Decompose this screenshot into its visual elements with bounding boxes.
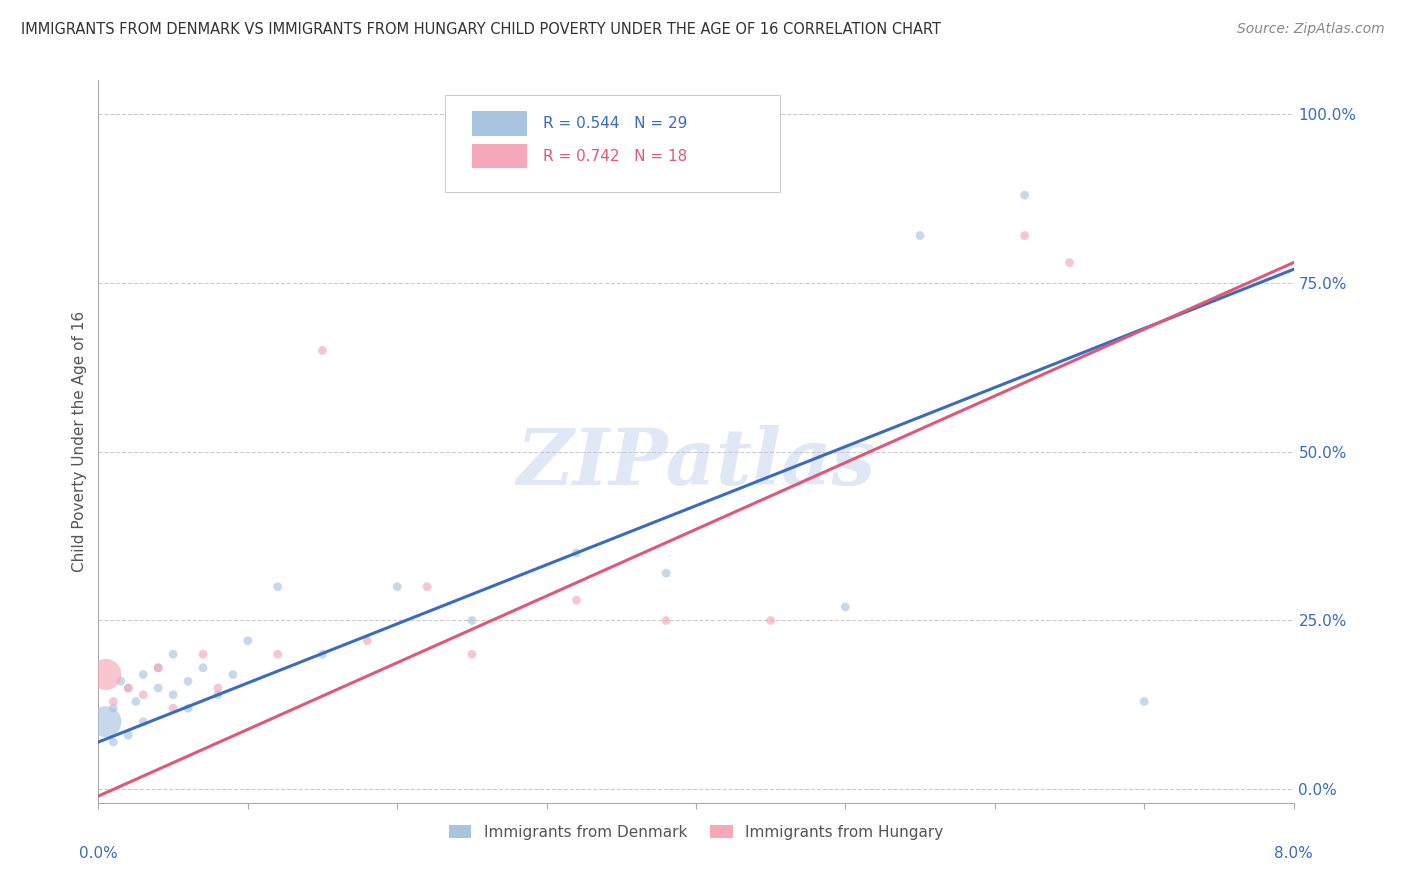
Point — [177, 674, 200, 689]
Point — [385, 580, 409, 594]
Point — [117, 681, 139, 695]
Legend: Immigrants from Denmark, Immigrants from Hungary: Immigrants from Denmark, Immigrants from… — [443, 819, 949, 846]
Point — [207, 681, 229, 695]
Point — [207, 688, 229, 702]
Point — [132, 688, 155, 702]
Point — [94, 667, 117, 681]
Point — [191, 661, 214, 675]
Point — [110, 674, 132, 689]
Point — [148, 661, 170, 675]
Point — [565, 593, 588, 607]
Point — [177, 701, 200, 715]
FancyBboxPatch shape — [446, 95, 780, 193]
Point — [162, 701, 184, 715]
Point — [162, 647, 184, 661]
Point — [148, 681, 170, 695]
Point — [565, 546, 588, 560]
Point — [267, 580, 290, 594]
Text: 0.0%: 0.0% — [79, 847, 118, 861]
Point — [94, 714, 117, 729]
Text: Source: ZipAtlas.com: Source: ZipAtlas.com — [1237, 22, 1385, 37]
Point — [311, 647, 333, 661]
Point — [103, 735, 125, 749]
Point — [416, 580, 439, 594]
Point — [117, 681, 139, 695]
Point — [267, 647, 290, 661]
Text: ZIPatlas: ZIPatlas — [516, 425, 876, 501]
Point — [1014, 188, 1036, 202]
Point — [103, 694, 125, 708]
Text: R = 0.742   N = 18: R = 0.742 N = 18 — [543, 149, 688, 163]
Point — [191, 647, 214, 661]
Point — [162, 688, 184, 702]
Point — [132, 667, 155, 681]
Point — [148, 661, 170, 675]
Text: 8.0%: 8.0% — [1274, 847, 1313, 861]
Point — [222, 667, 245, 681]
Point — [236, 633, 259, 648]
Point — [1014, 228, 1036, 243]
Point — [1059, 255, 1081, 269]
Y-axis label: Child Poverty Under the Age of 16: Child Poverty Under the Age of 16 — [72, 311, 87, 572]
Point — [655, 566, 678, 581]
Point — [132, 714, 155, 729]
Point — [125, 694, 148, 708]
Point — [461, 614, 484, 628]
Text: R = 0.544   N = 29: R = 0.544 N = 29 — [543, 116, 688, 131]
Point — [117, 728, 139, 742]
FancyBboxPatch shape — [472, 112, 527, 136]
Point — [908, 228, 931, 243]
Point — [461, 647, 484, 661]
Point — [834, 599, 856, 614]
Point — [759, 614, 782, 628]
Point — [356, 633, 378, 648]
Point — [655, 614, 678, 628]
Point — [311, 343, 333, 358]
Point — [1133, 694, 1156, 708]
FancyBboxPatch shape — [472, 144, 527, 169]
Text: IMMIGRANTS FROM DENMARK VS IMMIGRANTS FROM HUNGARY CHILD POVERTY UNDER THE AGE O: IMMIGRANTS FROM DENMARK VS IMMIGRANTS FR… — [21, 22, 941, 37]
Point — [103, 701, 125, 715]
